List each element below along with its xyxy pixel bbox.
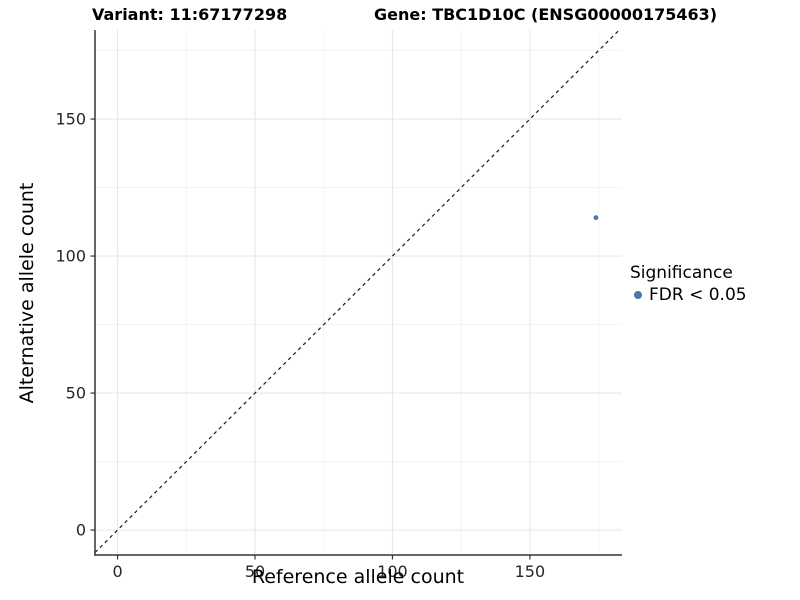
x-tick-label: 100 (377, 562, 408, 581)
legend-point-icon (634, 291, 642, 299)
plot-title-gene: Gene: TBC1D10C (ENSG00000175463) (374, 5, 718, 24)
y-tick-label: 100 (55, 247, 86, 266)
data-point (593, 215, 599, 221)
x-tick-label: 50 (245, 562, 265, 581)
legend-item: FDR < 0.05 (630, 285, 747, 305)
legend-title: Significance (630, 263, 733, 283)
legend-item-label: FDR < 0.05 (649, 285, 747, 305)
x-tick-label: 0 (112, 562, 122, 581)
plot-title-variant: Variant: 11:67177298 (92, 5, 288, 24)
y-tick-label: 0 (76, 521, 86, 540)
identity-line (94, 29, 620, 553)
y-tick-label: 50 (66, 384, 86, 403)
x-axis-title: Reference allele count (251, 566, 465, 588)
x-tick-label: 150 (515, 562, 546, 581)
y-axis-title: Alternative allele count (16, 182, 38, 404)
legend: Significance FDR < 0.05 (630, 263, 747, 305)
y-tick-label: 150 (55, 110, 86, 129)
